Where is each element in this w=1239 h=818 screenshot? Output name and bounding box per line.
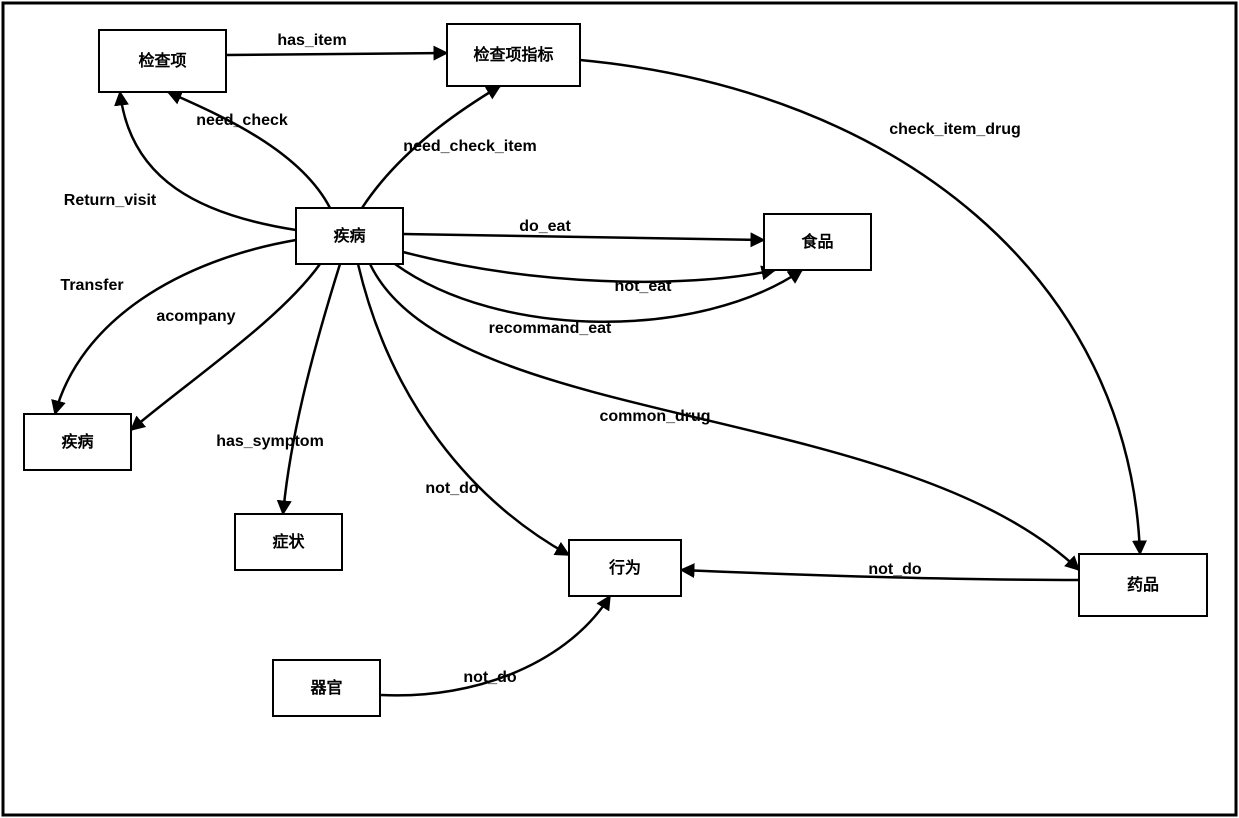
edge-has_item xyxy=(226,53,447,55)
node-symptom: 症状 xyxy=(235,514,342,570)
node-label-organ: 器官 xyxy=(309,678,342,697)
node-label-behavior: 行为 xyxy=(608,558,641,577)
edge-label-need_check: need_check xyxy=(196,112,288,129)
knowledge-graph-diagram: has_item need_check need_check_item Return_… xyxy=(0,0,1239,818)
node-label-disease_center: 疾病 xyxy=(333,226,365,245)
node-drug: 药品 xyxy=(1079,554,1207,616)
edge-label-acompany: acompany xyxy=(156,308,235,325)
edge-label-not_do_organ: not_do xyxy=(463,669,517,686)
edge-label-not_eat: not_eat xyxy=(615,278,673,295)
edge-do_eat xyxy=(403,234,764,240)
edge-need_check xyxy=(168,92,330,208)
edge-label-has_symptom: has_symptom xyxy=(216,433,324,450)
edge-not_do_disease xyxy=(358,264,569,555)
edge-has_symptom xyxy=(283,264,340,514)
edge-label-recommand_eat: recommand_eat xyxy=(489,320,612,337)
node-label-drug: 药品 xyxy=(1127,575,1159,594)
edge-check_item_drug xyxy=(580,60,1140,554)
edge-label-transfer: Transfer xyxy=(60,277,123,294)
node-check_item: 检查项 xyxy=(99,30,226,92)
node-label-disease_left: 疾病 xyxy=(61,432,93,451)
edge-label-common_drug: common_drug xyxy=(599,408,710,425)
edge-label-not_do_disease: not_do xyxy=(425,480,479,497)
node-check_item_index: 检查项指标 xyxy=(447,24,580,86)
node-label-check_item_index: 检查项指标 xyxy=(473,45,553,64)
edge-common_drug xyxy=(370,264,1079,570)
node-organ: 器官 xyxy=(273,660,380,716)
edge-label-check_item_drug: check_item_drug xyxy=(889,121,1021,138)
node-food: 食品 xyxy=(764,214,871,270)
node-label-check_item: 检查项 xyxy=(138,51,186,70)
edge-label-not_do_drug: not_do xyxy=(868,561,922,578)
edge-label-need_check_item: need_check_item xyxy=(403,138,536,155)
node-behavior: 行为 xyxy=(569,540,681,596)
edge-label-return_visit: Return_visit xyxy=(64,192,157,209)
node-label-food: 食品 xyxy=(800,232,833,251)
edge-label-do_eat: do_eat xyxy=(519,218,571,235)
edge-label-has_item: has_item xyxy=(277,32,346,49)
node-disease_left: 疾病 xyxy=(24,414,131,470)
node-disease_center: 疾病 xyxy=(296,208,403,264)
edge-recommand_eat xyxy=(395,264,802,322)
edge-not_eat xyxy=(403,252,775,282)
node-label-symptom: 症状 xyxy=(272,532,305,551)
